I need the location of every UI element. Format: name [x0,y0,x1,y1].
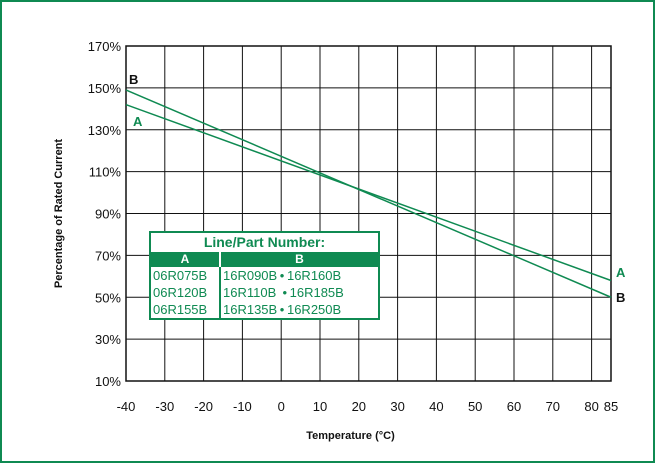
legend-header: A B [151,252,378,267]
y-tick-label: 110% [89,165,122,180]
x-tick-label: -30 [155,399,174,414]
legend-header-a: A [151,252,221,267]
x-tick-label: 10 [313,399,327,414]
y-tick-label: 30% [95,332,121,347]
y-tick-label: 170% [88,39,122,54]
legend-part-b: 16R135B • 16R250B [223,302,342,317]
legend-part-a: 06R075B [153,268,208,283]
x-tick-label: 40 [429,399,443,414]
series-label-b-left: B [129,72,138,87]
legend-box: Line/Part Number: A B 06R075B 06R120B 06… [149,231,380,320]
x-axis-title: Temperature (°C) [306,430,395,442]
y-tick-label: 90% [95,207,121,222]
legend-col-b: 16R090B • 16R160B 16R110B • 16R185B 16R1… [221,267,378,318]
x-tick-label: 60 [507,399,521,414]
x-tick-label: -10 [233,399,252,414]
legend-part-b: 16R090B • 16R160B [223,268,342,283]
y-tick-label: 150% [88,81,122,96]
series-line-b [125,89,612,298]
x-tick-label: 50 [468,399,482,414]
x-tick-label: -20 [194,399,213,414]
x-tick-label: 20 [352,399,366,414]
legend-title: Line/Part Number: [203,234,326,250]
series-line-a [125,103,612,282]
legend-col-a: 06R075B 06R120B 06R155B [151,267,221,318]
x-tick-label: -40 [117,399,136,414]
x-tick-label: 0 [278,399,285,414]
y-tick-label: 10% [95,374,121,389]
x-tick-label: 80 [584,399,598,414]
legend-part-b: 16R110B • 16R185B [223,285,344,300]
y-tick-label: 50% [95,290,121,305]
plot-border [125,45,612,382]
y-tick-label: 70% [95,248,121,263]
legend-header-b: B [295,252,304,266]
legend-part-a: 06R155B [153,302,208,317]
x-tick-label: 30 [390,399,404,414]
y-axis-title: Percentage of Rated Current [53,139,65,288]
x-tick-label: 70 [546,399,560,414]
series-label-b-right: B [616,290,625,305]
x-tick-label: 85 [604,399,618,414]
legend-part-a: 06R120B [153,285,208,300]
legend-body: 06R075B 06R120B 06R155B 16R090B • 16R160… [151,267,378,318]
series-label-a-right: A [616,265,626,280]
y-tick-label: 130% [88,123,122,138]
series-label-a-left: A [133,114,143,129]
